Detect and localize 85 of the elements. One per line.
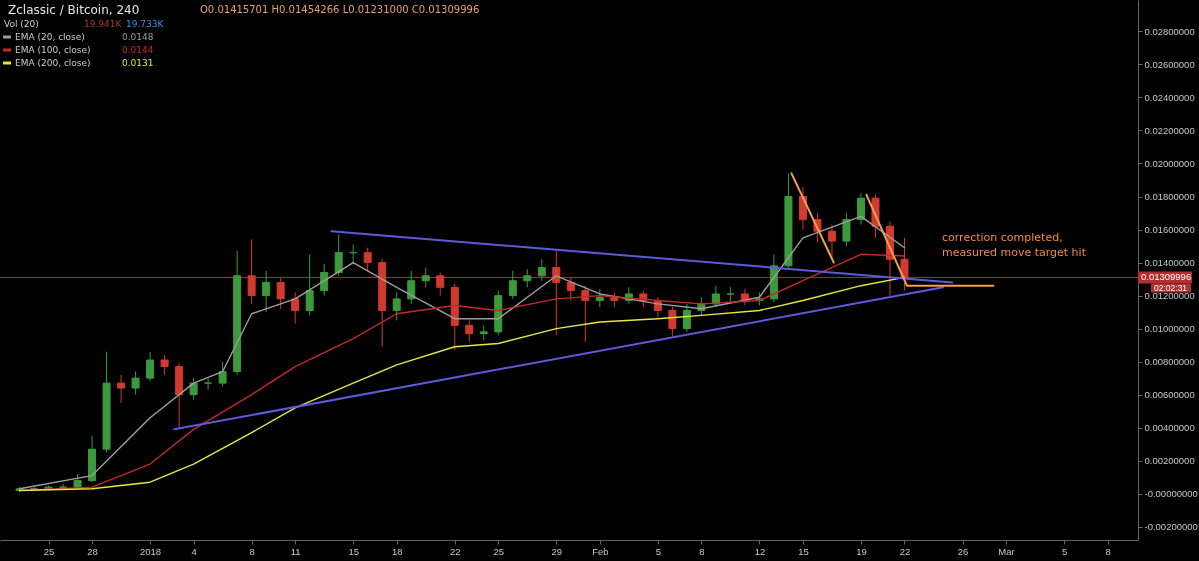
- x-tick-label: 18: [391, 545, 403, 557]
- y-tick-label: 0.01200000: [1144, 290, 1195, 302]
- x-tick-label: 22: [899, 545, 911, 557]
- candlestick: [595, 288, 604, 308]
- x-tick-label: 15: [798, 545, 809, 557]
- candlestick: [334, 234, 343, 277]
- chart-subtitle: O0.01415701 H0.01454266 L0.01231000 C0.01309996: [200, 4, 480, 15]
- ref-line-label: 0.01309996: [1141, 271, 1192, 283]
- x-tick-label: 4: [191, 545, 197, 557]
- x-tick-label: 19: [856, 545, 867, 557]
- y-tick-label: 0.02200000: [1144, 124, 1195, 136]
- candlestick: [421, 267, 430, 288]
- candlestick: [276, 276, 285, 310]
- candlestick: [160, 354, 169, 376]
- candlestick: [305, 253, 314, 316]
- y-tick-label: -0.00000000: [1144, 488, 1198, 500]
- candlestick: [581, 285, 590, 343]
- y-tick-label: 0.01400000: [1144, 257, 1195, 269]
- candlestick: [204, 377, 213, 391]
- candlestick: [523, 268, 532, 288]
- x-tick-label: 25: [493, 545, 505, 557]
- x-tick-label: Mar: [998, 545, 1015, 557]
- candlestick: [552, 250, 561, 336]
- x-tick-label: Feb: [592, 545, 609, 557]
- candlestick: [827, 224, 836, 260]
- candlestick: [508, 270, 517, 300]
- annotation: 0.0131: [122, 58, 154, 68]
- x-tick-label: 5: [655, 545, 662, 557]
- annotation: 19.733K: [126, 19, 165, 29]
- x-tick-label: 8: [699, 545, 705, 557]
- y-tick-label: 0.01000000: [1144, 323, 1195, 335]
- x-tick-label: 26: [957, 545, 969, 557]
- candlestick: [668, 306, 677, 338]
- y-tick-label: 0.02000000: [1144, 157, 1195, 169]
- x-tick-label: 28: [87, 545, 98, 557]
- candlestick: [218, 361, 227, 387]
- y-tick-label: 0.01800000: [1144, 191, 1195, 203]
- x-tick-label: 5: [1061, 545, 1068, 557]
- y-tick-label: 0.02800000: [1144, 25, 1195, 37]
- legend-label: EMA (20, close): [15, 32, 85, 42]
- x-tick-label: 8: [249, 545, 255, 557]
- candlestick: [363, 247, 372, 272]
- text: 02:02:31: [1154, 282, 1188, 293]
- annotation: 0.0144: [122, 45, 154, 55]
- y-tick-label: 0.02600000: [1144, 58, 1195, 70]
- x-tick-label: 15: [348, 545, 359, 557]
- chart-title: Zclassic / Bitcoin, 240: [8, 3, 140, 17]
- y-tick-label: 0.00200000: [1144, 455, 1195, 467]
- candlestick: [436, 271, 445, 297]
- candlestick: [247, 238, 256, 305]
- candlestick: [682, 303, 691, 333]
- y-tick-label: 0.02400000: [1144, 91, 1195, 103]
- candlestick: [856, 192, 865, 226]
- x-tick-label: 2018: [140, 545, 162, 557]
- candlestick: [291, 291, 300, 325]
- y-tick-label: 0.01600000: [1144, 224, 1195, 236]
- x-tick-label: 8: [1105, 545, 1111, 557]
- candlestick: [262, 270, 271, 313]
- annotation: correction completed, measured move target hit: [942, 231, 1087, 259]
- legend-label: EMA (200, close): [15, 58, 91, 68]
- candlestick: [392, 291, 401, 321]
- x-tick-label: 11: [290, 545, 301, 557]
- candlestick: [537, 258, 546, 282]
- candlestick: [566, 276, 575, 302]
- y-tick-label: 0.00400000: [1144, 422, 1195, 434]
- x-tick-label: 25: [43, 545, 55, 557]
- annotation: 19.941K: [84, 19, 123, 29]
- x-tick-label: 12: [754, 545, 766, 557]
- y-tick-label: 0.00800000: [1144, 356, 1195, 368]
- candlestick: [465, 319, 474, 343]
- annotation: Vol (20): [4, 19, 39, 29]
- y-tick-label: 0.00600000: [1144, 389, 1195, 401]
- candlestick: [146, 351, 155, 382]
- candlestick: [117, 374, 126, 404]
- candlestick: [407, 270, 416, 305]
- candlestick: [320, 263, 329, 297]
- candlestick: [189, 377, 198, 401]
- y-tick-label: -0.00200000: [1144, 521, 1198, 533]
- x-tick-label: 22: [449, 545, 461, 557]
- candlestick: [131, 371, 140, 396]
- candlestick: [842, 212, 851, 247]
- annotation: 0.0148: [122, 32, 154, 42]
- x-tick-label: 29: [551, 545, 563, 557]
- candlestick: [900, 237, 909, 292]
- legend-label: EMA (100, close): [15, 45, 91, 55]
